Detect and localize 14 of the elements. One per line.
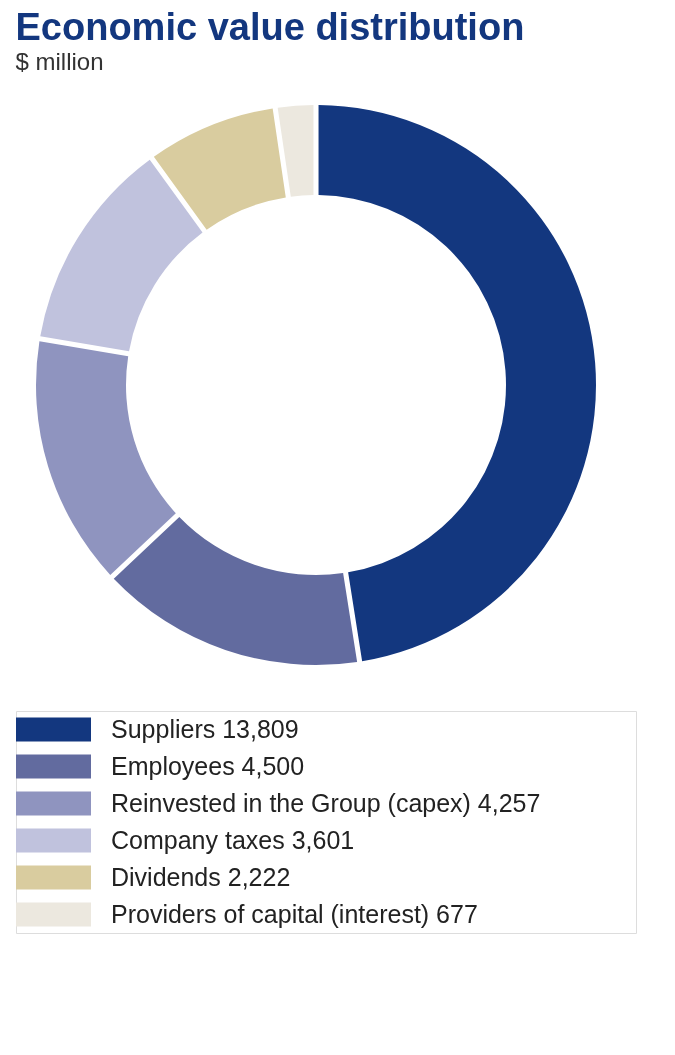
legend-label: Suppliers 13,809 (111, 714, 299, 743)
legend-label: Company taxes 3,601 (111, 825, 355, 854)
legend-label: Providers of capital (interest) 677 (111, 899, 478, 928)
donut-slice (113, 516, 358, 665)
donut-slice (36, 341, 176, 575)
donut-slice (153, 108, 286, 230)
donut-slice (40, 159, 203, 352)
chart-title: Economic value distribution (15, 6, 525, 48)
legend-label: Reinvested in the Group (capex) 4,257 (111, 788, 541, 817)
legend-label: Dividends 2,222 (111, 862, 291, 891)
chart-subtitle: $ million (15, 48, 104, 75)
legend-label: Employees 4,500 (111, 751, 305, 780)
donut-slice (318, 105, 596, 662)
donut-slice (277, 105, 314, 197)
